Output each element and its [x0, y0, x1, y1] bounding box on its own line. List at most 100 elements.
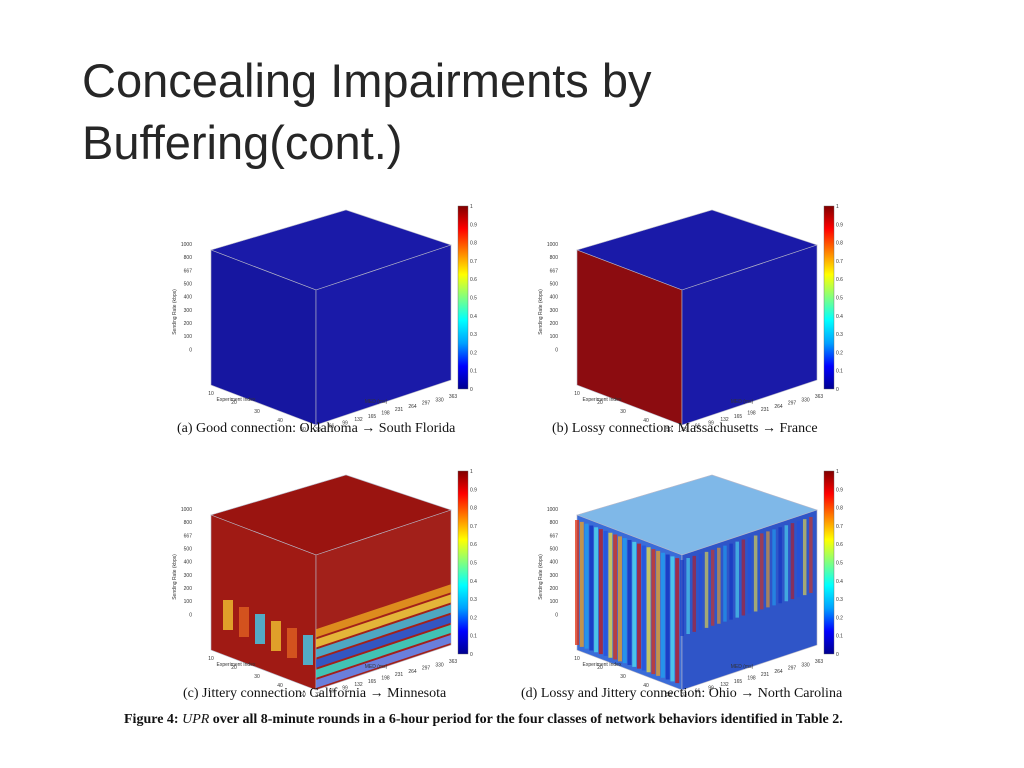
- y-tick-label: 0: [189, 612, 192, 618]
- z-tick-label: 231: [395, 672, 404, 678]
- colorbar-tick-label: 0.9: [836, 487, 843, 493]
- z-tick-label: 132: [720, 682, 729, 688]
- colorbar-tick-label: 0.2: [836, 350, 843, 356]
- colorbar-tick-label: 0.2: [470, 615, 477, 621]
- y-tick-label: 100: [550, 334, 559, 340]
- z-tick-label: 33: [315, 427, 321, 433]
- z-tick-label: 66: [695, 424, 701, 430]
- colorbar-tick-label: 0.4: [470, 579, 477, 585]
- z-tick-label: 330: [435, 662, 444, 668]
- x-tick-label: 50: [666, 427, 672, 433]
- slide-title-line2: Buffering(cont.): [82, 116, 403, 169]
- y-tick-label: 0: [555, 612, 558, 618]
- z-tick-label: 264: [774, 669, 783, 675]
- y-tick-label: 667: [550, 268, 559, 274]
- colorbar-tick-label: 0.8: [836, 241, 843, 247]
- z-tick-label: 330: [801, 397, 810, 403]
- z-tick-label: 231: [761, 407, 770, 413]
- slide-title-line1: Concealing Impairments by: [82, 54, 652, 107]
- cube-plot-c: Sending Rate (kbps)100080066750040030020…: [172, 469, 477, 698]
- cube-faces: [210, 474, 452, 691]
- z-tick-label: 264: [408, 404, 417, 410]
- y-tick-label: 300: [550, 573, 559, 579]
- z-tick-label: 363: [815, 659, 824, 665]
- x-tick-label: 30: [620, 409, 626, 415]
- colorbar-tick-label: 0: [470, 652, 473, 658]
- y-tick-label: 200: [550, 586, 559, 592]
- figure-caption-prefix: Figure 4:: [124, 712, 179, 727]
- z-tick-label: 330: [435, 397, 444, 403]
- x-tick-label: 20: [231, 665, 237, 671]
- colorbar-tick-label: 0.2: [836, 615, 843, 621]
- z-tick-label: 198: [381, 676, 390, 682]
- z-tick-label: 363: [449, 394, 458, 400]
- z-axis-label: MED (ms): [731, 399, 754, 405]
- y-tick-label: 1000: [181, 242, 192, 248]
- z-tick-label: 264: [408, 669, 417, 675]
- y-tick-label: 200: [184, 586, 193, 592]
- colorbar: [823, 470, 835, 655]
- y-axis-label: Sending Rate (kbps): [172, 289, 178, 335]
- colorbar-tick-label: 1: [836, 204, 839, 210]
- x-tick-label: 40: [277, 418, 283, 424]
- z-tick-label: 297: [422, 401, 431, 407]
- y-tick-label: 667: [184, 533, 193, 539]
- colorbar: [457, 470, 469, 655]
- cube-plot-a: Sending Rate (kbps)100080066750040030020…: [172, 204, 477, 433]
- x-tick-label: 40: [277, 683, 283, 689]
- y-tick-label: 500: [550, 546, 559, 552]
- z-tick-label: 165: [368, 679, 377, 685]
- colorbar-tick-label: 0.1: [470, 634, 477, 640]
- colorbar-tick-label: 0.9: [836, 222, 843, 228]
- z-axis-label: MED (ms): [731, 664, 754, 670]
- colorbar-tick-label: 0.8: [470, 506, 477, 512]
- figure-caption: Figure 4: UPR over all 8-minute rounds i…: [124, 712, 924, 728]
- z-tick-label: 198: [381, 411, 390, 417]
- y-tick-label: 100: [184, 599, 193, 605]
- x-tick-label: 50: [300, 427, 306, 433]
- y-tick-label: 0: [555, 347, 558, 353]
- z-tick-label: 132: [354, 417, 363, 423]
- y-tick-label: 300: [184, 308, 193, 314]
- z-tick-label: 33: [681, 427, 687, 433]
- panel-c-caption: (c) Jittery connection: California → Min…: [183, 686, 447, 701]
- colorbar-tick-label: 0.2: [470, 350, 477, 356]
- x-tick-label: 30: [254, 409, 260, 415]
- z-tick-label: 165: [734, 414, 743, 420]
- z-tick-label: 66: [329, 424, 335, 430]
- colorbar-tick-label: 0.8: [470, 241, 477, 247]
- colorbar: [823, 205, 835, 390]
- figure-panel-b: Sending Rate (kbps) 1000 800 667 500 400 300 20…: [532, 200, 892, 435]
- colorbar-tick-label: 0.4: [836, 579, 843, 585]
- colorbar-tick-label: 0.3: [836, 332, 843, 338]
- z-tick-label: 99: [342, 420, 348, 426]
- colorbar-tick-label: 0.5: [836, 296, 843, 302]
- y-axis-label: Sending Rate (kbps): [538, 554, 544, 600]
- z-tick-label: 297: [422, 666, 431, 672]
- z-tick-label: 66: [329, 689, 335, 695]
- cube-faces: [575, 474, 818, 691]
- figure-caption-var: UPR: [182, 712, 210, 727]
- z-tick-label: 297: [788, 401, 797, 407]
- colorbar-tick-label: 0.7: [470, 524, 477, 530]
- colorbar-tick-label: 0.6: [470, 542, 477, 548]
- z-tick-label: 363: [449, 659, 458, 665]
- colorbar-tick-label: 1: [836, 469, 839, 475]
- z-tick-label: 231: [761, 672, 770, 678]
- y-tick-label: 1000: [181, 507, 192, 513]
- colorbar-tick-label: 0.7: [470, 259, 477, 265]
- y-tick-label: 667: [184, 268, 193, 274]
- y-tick-label: 400: [184, 560, 193, 566]
- z-tick-label: 297: [788, 666, 797, 672]
- y-tick-label: 1000: [547, 242, 558, 248]
- z-tick-label: 99: [708, 420, 714, 426]
- colorbar-tick-label: 1: [470, 204, 473, 210]
- y-tick-label: 800: [184, 255, 193, 261]
- colorbar-tick-label: 0: [836, 652, 839, 658]
- cube-axes: Sending Rate (kbps)100080066750040030020…: [172, 242, 457, 433]
- colorbar-tick-label: 0.6: [836, 277, 843, 283]
- slide-title: Concealing Impairments by Buffering(cont…: [82, 50, 942, 174]
- y-tick-label: 200: [184, 321, 193, 327]
- colorbar-tick-label: 0.9: [470, 222, 477, 228]
- colorbar-tick-label: 0.8: [836, 506, 843, 512]
